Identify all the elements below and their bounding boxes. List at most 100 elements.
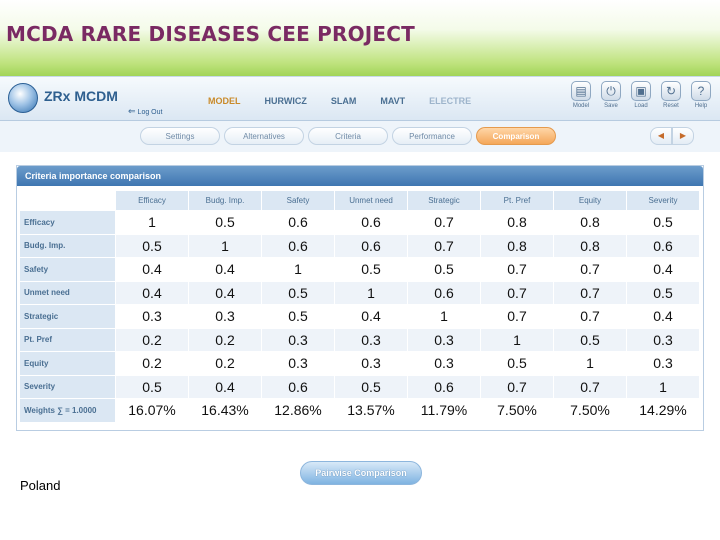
comparison-cell[interactable]: 1 xyxy=(480,327,554,352)
help-icon: ? xyxy=(691,81,711,101)
save-button[interactable]: ⏻ Save xyxy=(596,81,626,109)
tab-mavt[interactable]: MAVT xyxy=(380,96,406,106)
comparison-cell[interactable]: 0.7 xyxy=(480,374,554,399)
comparison-cell[interactable]: 0.3 xyxy=(626,327,700,352)
comparison-cell[interactable]: 0.7 xyxy=(480,257,554,282)
comparison-cell[interactable]: 0.7 xyxy=(407,233,481,258)
comparison-cell[interactable]: 0.3 xyxy=(334,351,408,376)
tab-settings[interactable]: Settings xyxy=(140,127,220,145)
next-arrow-icon[interactable]: ▶ xyxy=(672,127,694,145)
load-button[interactable]: ▣ Load xyxy=(626,81,656,109)
comparison-cell[interactable]: 0.3 xyxy=(407,351,481,376)
comparison-cell[interactable]: 0.6 xyxy=(261,233,335,258)
comparison-cell[interactable]: 1 xyxy=(115,210,189,235)
comparison-cell[interactable]: 0.5 xyxy=(115,233,189,258)
comparison-cell[interactable]: 0.7 xyxy=(553,304,627,329)
table-row: Strategic 0.3 0.3 0.5 0.4 1 0.7 0.7 0.4 xyxy=(19,304,700,329)
weight-cell: 13.57% xyxy=(334,398,408,423)
row-header-unmet-need: Unmet need xyxy=(19,280,116,305)
comparison-cell[interactable]: 0.5 xyxy=(626,210,700,235)
tab-alternatives[interactable]: Alternatives xyxy=(224,127,304,145)
comparison-cell[interactable]: 1 xyxy=(626,374,700,399)
load-label: Load xyxy=(634,103,648,109)
comparison-cell[interactable]: 0.3 xyxy=(261,327,335,352)
row-header-efficacy: Efficacy xyxy=(19,210,116,235)
comparison-cell[interactable]: 0.4 xyxy=(334,304,408,329)
weight-cell: 7.50% xyxy=(480,398,554,423)
comparison-cell[interactable]: 0.4 xyxy=(115,280,189,305)
tab-electre[interactable]: ELECTRE xyxy=(429,96,472,106)
comparison-cell[interactable]: 0.5 xyxy=(553,327,627,352)
tab-hurwicz[interactable]: HURWICZ xyxy=(264,96,307,106)
help-button[interactable]: ? Help xyxy=(686,81,716,109)
comparison-cell[interactable]: 0.3 xyxy=(188,304,262,329)
table-row: Equity 0.2 0.2 0.3 0.3 0.3 0.5 1 0.3 xyxy=(19,351,700,376)
comparison-cell[interactable]: 1 xyxy=(261,257,335,282)
comparison-cell[interactable]: 0.4 xyxy=(188,280,262,305)
comparison-cell[interactable]: 0.6 xyxy=(261,374,335,399)
comparison-cell[interactable]: 1 xyxy=(334,280,408,305)
comparison-cell[interactable]: 0.6 xyxy=(334,233,408,258)
comparison-cell[interactable]: 0.7 xyxy=(480,280,554,305)
comparison-cell[interactable]: 0.6 xyxy=(407,374,481,399)
comparison-cell[interactable]: 0.8 xyxy=(553,233,627,258)
comparison-cell[interactable]: 0.2 xyxy=(188,327,262,352)
comparison-cell[interactable]: 0.5 xyxy=(407,257,481,282)
comparison-cell[interactable]: 1 xyxy=(553,351,627,376)
comparison-cell[interactable]: 0.7 xyxy=(553,374,627,399)
comparison-cell[interactable]: 0.6 xyxy=(626,233,700,258)
app-header: ZRx MCDM ⇐ Log Out MODEL HURWICZ SLAM MAV… xyxy=(0,77,720,121)
comparison-cell[interactable]: 0.7 xyxy=(553,257,627,282)
comparison-cell[interactable]: 0.4 xyxy=(188,374,262,399)
comparison-cell[interactable]: 0.5 xyxy=(115,374,189,399)
comparison-cell[interactable]: 1 xyxy=(407,304,481,329)
comparison-cell[interactable]: 1 xyxy=(188,233,262,258)
comparison-cell[interactable]: 0.4 xyxy=(188,257,262,282)
tab-slam[interactable]: SLAM xyxy=(330,96,357,106)
tab-criteria[interactable]: Criteria xyxy=(308,127,388,145)
previous-arrow-icon[interactable]: ◀ xyxy=(650,127,672,145)
comparison-cell[interactable]: 0.5 xyxy=(334,257,408,282)
comparison-cell[interactable]: 0.8 xyxy=(480,233,554,258)
comparison-cell[interactable]: 0.8 xyxy=(480,210,554,235)
comparison-cell[interactable]: 0.2 xyxy=(115,351,189,376)
comparison-cell[interactable]: 0.7 xyxy=(553,280,627,305)
logout-arrow-icon: ⇐ xyxy=(128,106,136,116)
comparison-cell[interactable]: 0.6 xyxy=(261,210,335,235)
comparison-cell[interactable]: 0.7 xyxy=(407,210,481,235)
logout-link[interactable]: ⇐ Log Out xyxy=(128,106,162,117)
comparison-cell[interactable]: 0.7 xyxy=(480,304,554,329)
model-icon: ▤ xyxy=(571,81,591,101)
comparison-cell[interactable]: 0.5 xyxy=(626,280,700,305)
comparison-cell[interactable]: 0.3 xyxy=(626,351,700,376)
comparison-cell[interactable]: 0.5 xyxy=(261,304,335,329)
comparison-cell[interactable]: 0.4 xyxy=(626,257,700,282)
comparison-cell[interactable]: 0.3 xyxy=(334,327,408,352)
weight-cell: 16.43% xyxy=(188,398,262,423)
comparison-cell[interactable]: 0.5 xyxy=(480,351,554,376)
comparison-cell[interactable]: 0.5 xyxy=(334,374,408,399)
comparison-cell[interactable]: 0.6 xyxy=(407,280,481,305)
comparison-cell[interactable]: 0.5 xyxy=(188,210,262,235)
reset-button[interactable]: ↻ Reset xyxy=(656,81,686,109)
table-row: Budg. Imp. 0.5 1 0.6 0.6 0.7 0.8 0.8 0.6 xyxy=(19,233,700,258)
tab-comparison[interactable]: Comparison xyxy=(476,127,556,145)
comparison-cell[interactable]: 0.8 xyxy=(553,210,627,235)
comparison-cell[interactable]: 0.6 xyxy=(334,210,408,235)
comparison-cell[interactable]: 0.3 xyxy=(115,304,189,329)
header-row: Efficacy Budg. Imp. Safety Unmet need Strate… xyxy=(19,190,700,211)
comparison-cell[interactable]: 0.4 xyxy=(626,304,700,329)
tab-performance[interactable]: Performance xyxy=(392,127,472,145)
comparison-cell[interactable]: 0.2 xyxy=(188,351,262,376)
comparison-cell[interactable]: 0.3 xyxy=(407,327,481,352)
tab-model[interactable]: MODEL xyxy=(208,96,241,106)
comparison-cell[interactable]: 0.3 xyxy=(261,351,335,376)
weight-cell: 12.86% xyxy=(261,398,335,423)
pairwise-comparison-button[interactable]: Pairwise Comparison xyxy=(300,461,422,485)
model-button[interactable]: ▤ Model xyxy=(566,81,596,109)
comparison-cell[interactable]: 0.5 xyxy=(261,280,335,305)
corner-cell xyxy=(19,190,116,211)
comparison-cell[interactable]: 0.2 xyxy=(115,327,189,352)
comparison-cell[interactable]: 0.4 xyxy=(115,257,189,282)
row-header-pt-pref: Pt. Pref xyxy=(19,327,116,352)
